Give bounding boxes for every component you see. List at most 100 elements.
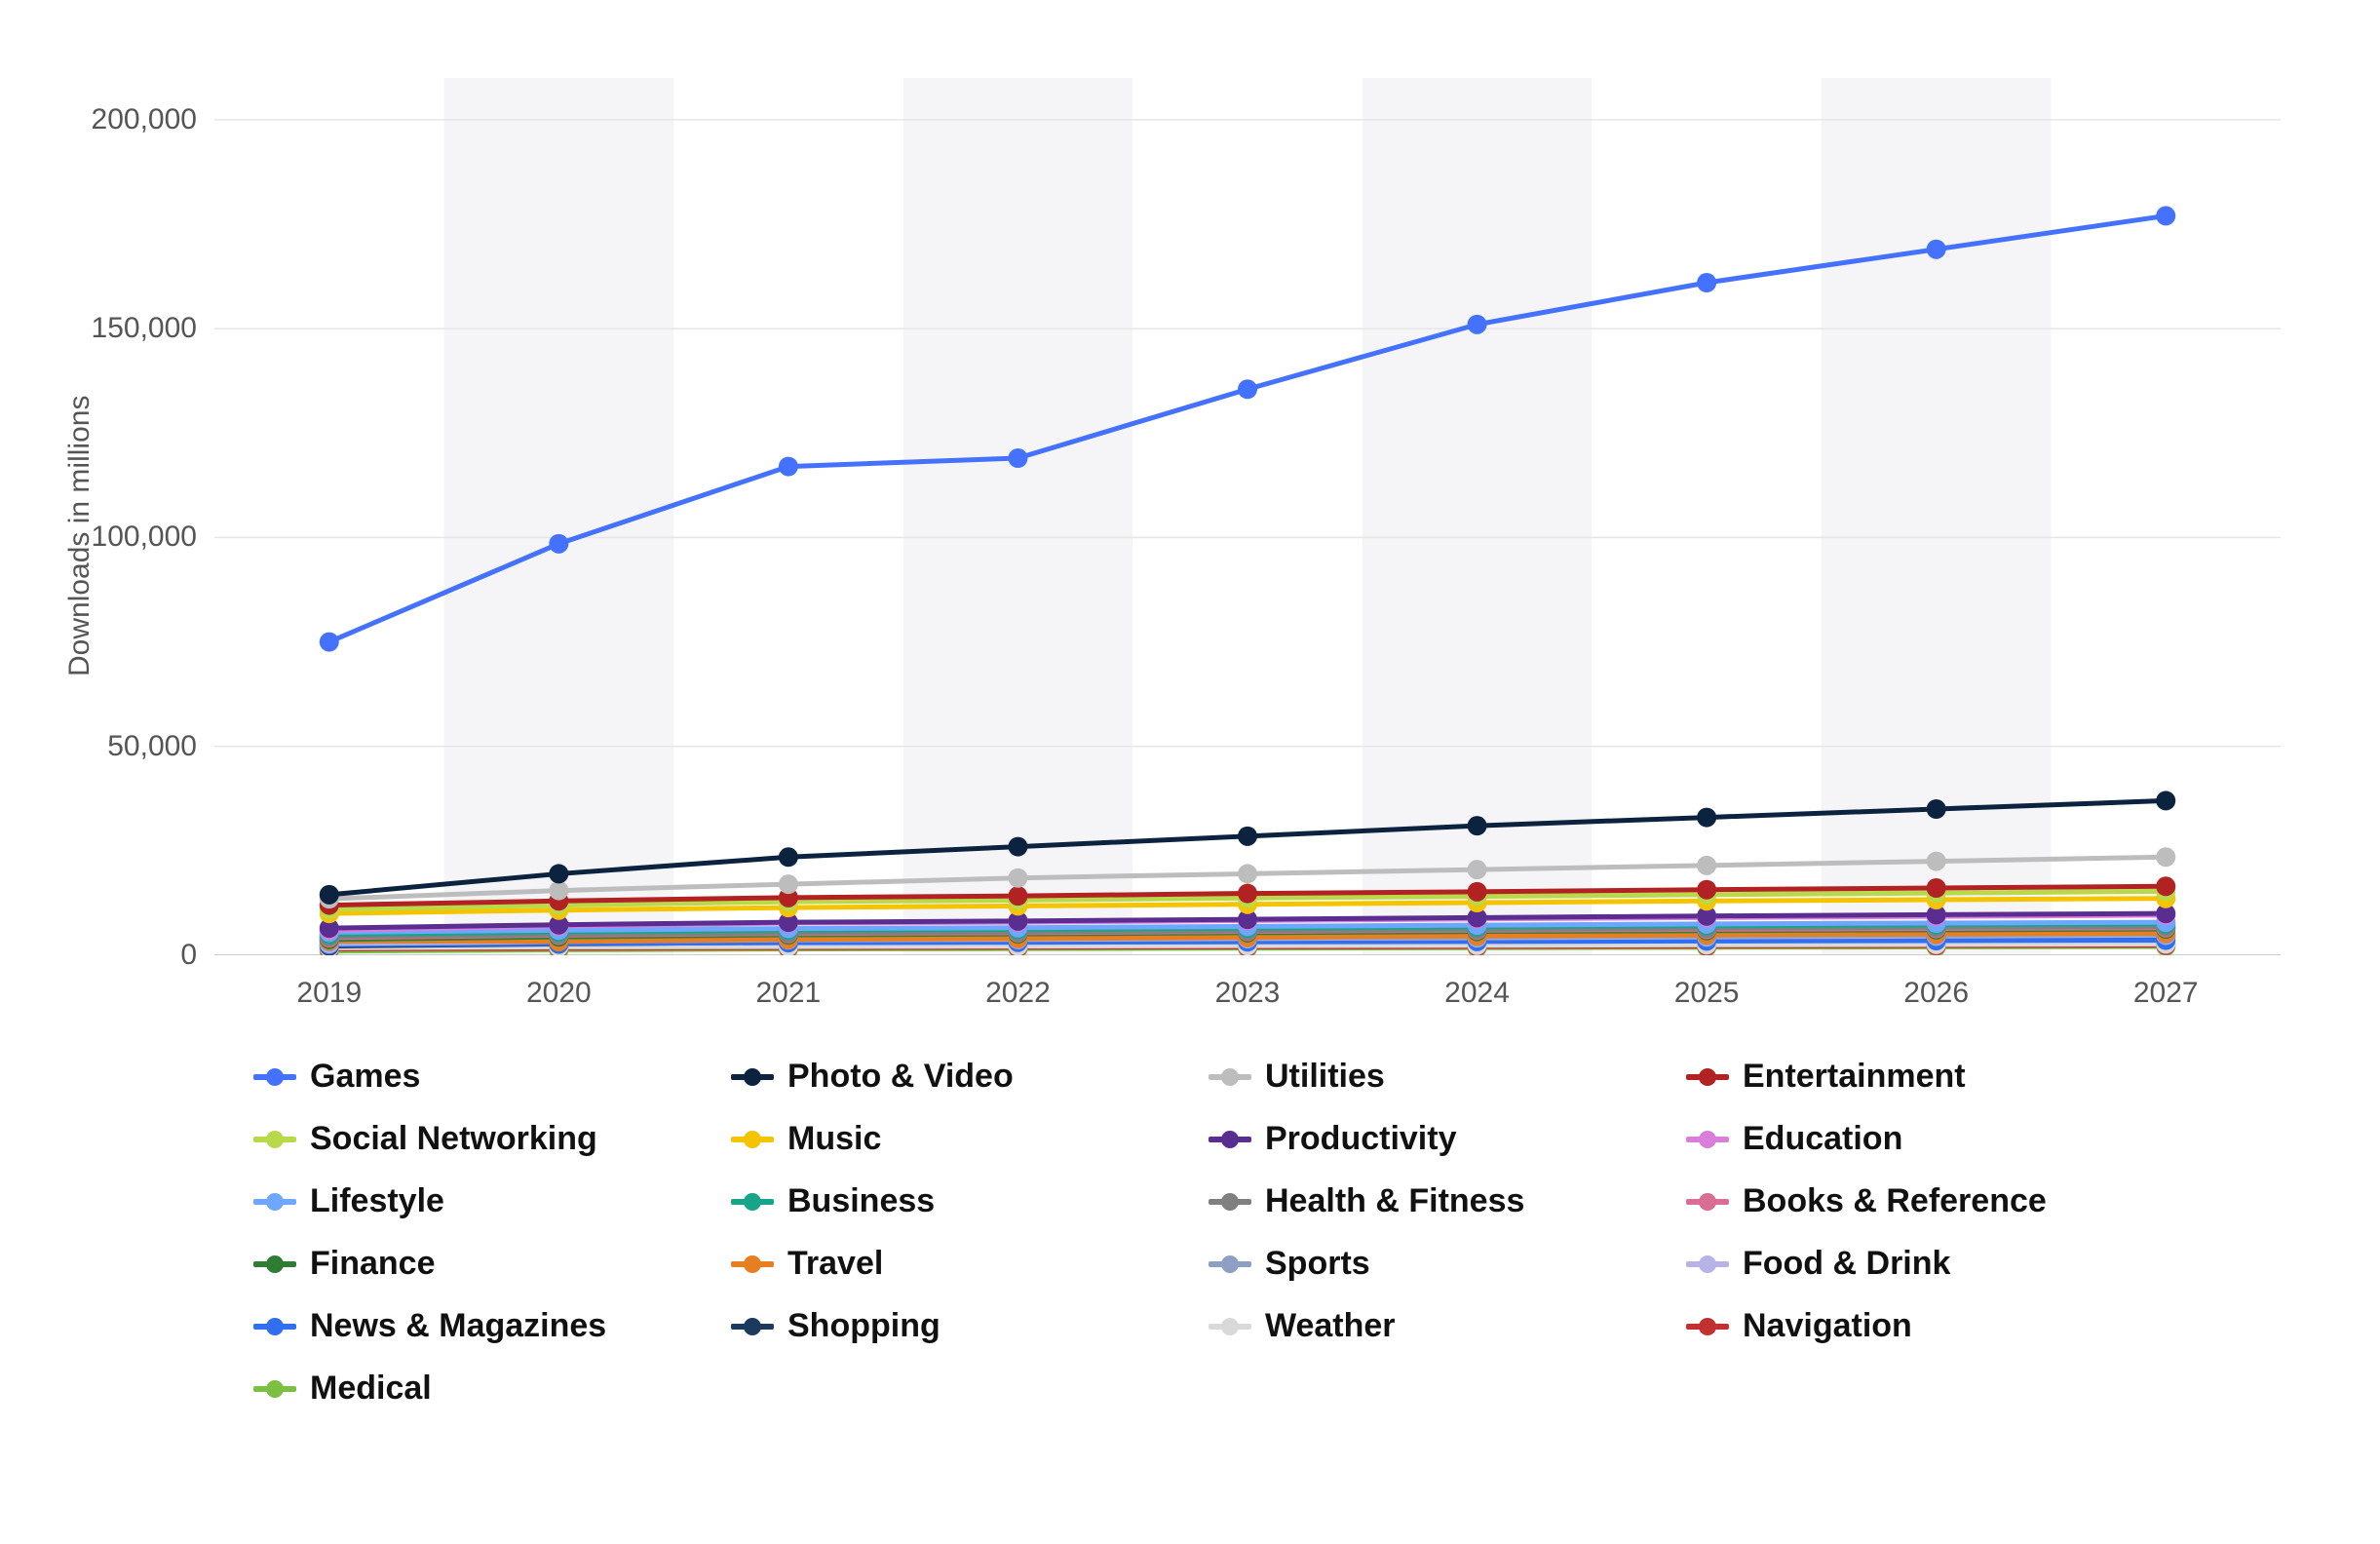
series-marker[interactable]: [779, 847, 798, 867]
legend-item[interactable]: Medical: [253, 1370, 432, 1408]
legend-label: Music: [787, 1120, 881, 1158]
legend-swatch-icon: [731, 1131, 774, 1148]
legend-swatch-icon: [1686, 1318, 1729, 1335]
legend-label: Finance: [310, 1245, 435, 1283]
legend-swatch-icon: [1209, 1193, 1251, 1211]
y-tick-label: 50,000: [107, 730, 197, 763]
legend-label: Social Networking: [310, 1120, 597, 1158]
series-marker[interactable]: [1008, 886, 1027, 906]
series-marker[interactable]: [1927, 799, 1946, 819]
legend-label: Games: [310, 1058, 420, 1096]
series-marker[interactable]: [1927, 240, 1946, 259]
series-marker[interactable]: [1697, 808, 1716, 828]
series-marker[interactable]: [549, 534, 568, 554]
legend-item[interactable]: Education: [1686, 1120, 1902, 1158]
legend-item[interactable]: Shopping: [731, 1307, 940, 1345]
x-tick-label: 2023: [1215, 977, 1281, 1010]
series-marker[interactable]: [1468, 860, 1487, 879]
series-marker[interactable]: [1697, 856, 1716, 875]
legend-item[interactable]: Weather: [1209, 1307, 1396, 1345]
series-marker[interactable]: [1238, 827, 1257, 846]
legend-label: Productivity: [1265, 1120, 1456, 1158]
series-marker[interactable]: [1008, 448, 1027, 468]
legend-item[interactable]: Games: [253, 1058, 420, 1096]
legend-label: Food & Drink: [1743, 1245, 1950, 1283]
series-marker[interactable]: [1697, 880, 1716, 900]
legend-item[interactable]: Business: [731, 1182, 935, 1220]
legend-item[interactable]: Social Networking: [253, 1120, 597, 1158]
legend-label: Utilities: [1265, 1058, 1385, 1096]
x-tick-label: 2027: [2133, 977, 2199, 1010]
series-marker[interactable]: [549, 864, 568, 883]
legend-swatch-icon: [731, 1255, 774, 1273]
series-marker[interactable]: [1468, 882, 1487, 902]
legend-item[interactable]: Productivity: [1209, 1120, 1456, 1158]
y-tick-label: 100,000: [92, 521, 197, 554]
legend-swatch-icon: [253, 1131, 296, 1148]
series-marker[interactable]: [1927, 852, 1946, 871]
series-marker[interactable]: [320, 885, 339, 905]
legend-item[interactable]: Finance: [253, 1245, 435, 1283]
series-marker[interactable]: [1697, 273, 1716, 292]
x-tick-label: 2025: [1674, 977, 1740, 1010]
x-tick-label: 2020: [526, 977, 592, 1010]
legend-swatch-icon: [1686, 1068, 1729, 1086]
legend-item[interactable]: Photo & Video: [731, 1058, 1014, 1096]
legend-swatch-icon: [1686, 1193, 1729, 1211]
legend-swatch-icon: [253, 1380, 296, 1398]
legend-label: Business: [787, 1182, 935, 1220]
legend-swatch-icon: [1209, 1131, 1251, 1148]
legend-swatch-icon: [1209, 1255, 1251, 1273]
legend-label: Sports: [1265, 1245, 1370, 1283]
series-marker[interactable]: [1238, 379, 1257, 399]
y-tick-label: 150,000: [92, 312, 197, 345]
legend-label: Entertainment: [1743, 1058, 1966, 1096]
series-marker[interactable]: [1238, 864, 1257, 883]
series-marker[interactable]: [1008, 868, 1027, 888]
legend-swatch-icon: [731, 1318, 774, 1335]
legend-swatch-icon: [731, 1193, 774, 1211]
series-marker[interactable]: [1008, 837, 1027, 857]
series-marker[interactable]: [779, 457, 798, 477]
plot-area: [214, 78, 2281, 955]
legend-item[interactable]: News & Magazines: [253, 1307, 606, 1345]
series-marker[interactable]: [2156, 876, 2175, 896]
legend-swatch-icon: [253, 1068, 296, 1086]
series-marker[interactable]: [779, 874, 798, 894]
legend-item[interactable]: Music: [731, 1120, 881, 1158]
legend-swatch-icon: [253, 1193, 296, 1211]
legend-item[interactable]: Utilities: [1209, 1058, 1385, 1096]
series-marker[interactable]: [320, 633, 339, 652]
legend-label: Travel: [787, 1245, 883, 1283]
y-tick-label: 0: [180, 939, 197, 972]
legend-label: Education: [1743, 1120, 1902, 1158]
legend-item[interactable]: Books & Reference: [1686, 1182, 2047, 1220]
series-marker[interactable]: [1927, 878, 1946, 898]
legend-item[interactable]: Food & Drink: [1686, 1245, 1950, 1283]
legend-item[interactable]: Travel: [731, 1245, 883, 1283]
legend-label: Lifestyle: [310, 1182, 444, 1220]
legend-swatch-icon: [253, 1318, 296, 1335]
series-marker[interactable]: [1238, 884, 1257, 904]
series-marker[interactable]: [2156, 847, 2175, 867]
legend-swatch-icon: [731, 1068, 774, 1086]
series-marker[interactable]: [1468, 315, 1487, 334]
legend-item[interactable]: Lifestyle: [253, 1182, 444, 1220]
legend-swatch-icon: [253, 1255, 296, 1273]
legend-item[interactable]: Entertainment: [1686, 1058, 1966, 1096]
x-tick-label: 2021: [756, 977, 822, 1010]
y-tick-label: 200,000: [92, 103, 197, 136]
x-tick-label: 2026: [1903, 977, 1969, 1010]
x-tick-label: 2019: [296, 977, 362, 1010]
series-marker[interactable]: [2156, 206, 2175, 225]
series-marker[interactable]: [1468, 816, 1487, 835]
series-marker[interactable]: [2156, 791, 2175, 810]
legend-item[interactable]: Sports: [1209, 1245, 1370, 1283]
series-marker[interactable]: [549, 881, 568, 901]
legend-label: Weather: [1265, 1307, 1396, 1345]
x-tick-label: 2024: [1444, 977, 1510, 1010]
legend-item[interactable]: Health & Fitness: [1209, 1182, 1524, 1220]
chart-container: Downloads in millions 050,000100,000150,…: [0, 0, 2380, 1544]
legend-label: Photo & Video: [787, 1058, 1014, 1096]
legend-item[interactable]: Navigation: [1686, 1307, 1912, 1345]
